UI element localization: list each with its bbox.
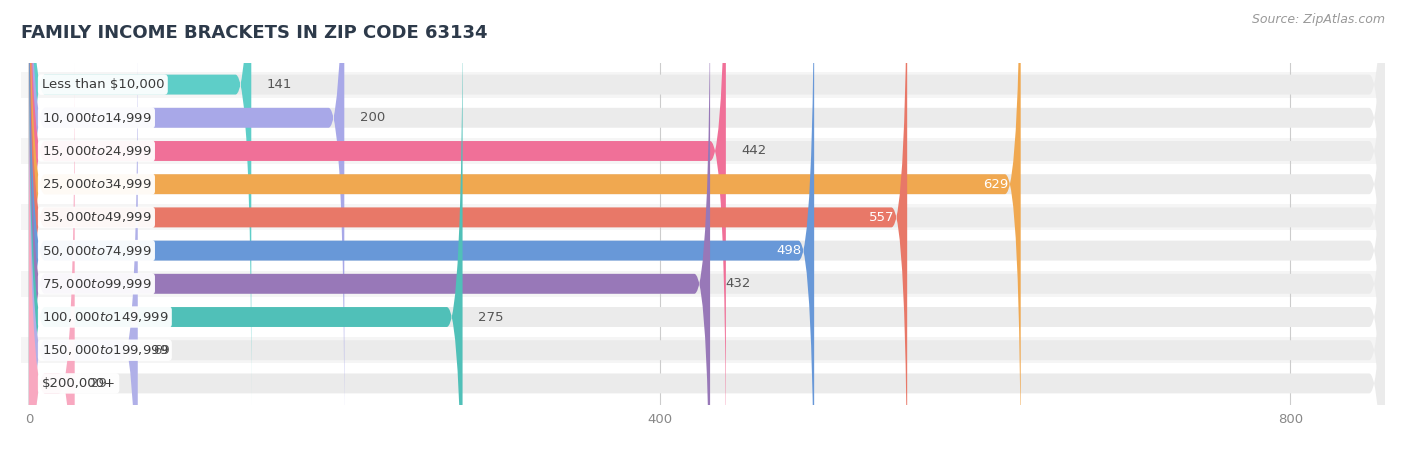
- FancyBboxPatch shape: [0, 171, 1406, 197]
- FancyBboxPatch shape: [30, 0, 463, 450]
- Text: $200,000+: $200,000+: [42, 377, 115, 390]
- Text: 557: 557: [869, 211, 894, 224]
- Text: 498: 498: [776, 244, 801, 257]
- FancyBboxPatch shape: [30, 0, 1385, 450]
- FancyBboxPatch shape: [30, 0, 1385, 407]
- FancyBboxPatch shape: [30, 0, 344, 440]
- FancyBboxPatch shape: [30, 0, 1385, 450]
- FancyBboxPatch shape: [30, 61, 1385, 450]
- Text: 69: 69: [153, 344, 170, 357]
- FancyBboxPatch shape: [30, 0, 725, 450]
- FancyBboxPatch shape: [0, 370, 1406, 396]
- FancyBboxPatch shape: [0, 238, 1406, 264]
- FancyBboxPatch shape: [0, 204, 1406, 230]
- FancyBboxPatch shape: [0, 72, 1406, 98]
- Text: 141: 141: [267, 78, 292, 91]
- Text: $15,000 to $24,999: $15,000 to $24,999: [42, 144, 152, 158]
- FancyBboxPatch shape: [0, 271, 1406, 297]
- Text: Less than $10,000: Less than $10,000: [42, 78, 165, 91]
- FancyBboxPatch shape: [0, 105, 1406, 131]
- FancyBboxPatch shape: [30, 0, 1385, 440]
- FancyBboxPatch shape: [30, 28, 1385, 450]
- Text: $150,000 to $199,999: $150,000 to $199,999: [42, 343, 169, 357]
- FancyBboxPatch shape: [0, 337, 1406, 363]
- Text: $50,000 to $74,999: $50,000 to $74,999: [42, 243, 152, 257]
- FancyBboxPatch shape: [30, 0, 1385, 450]
- Text: FAMILY INCOME BRACKETS IN ZIP CODE 63134: FAMILY INCOME BRACKETS IN ZIP CODE 63134: [21, 24, 488, 42]
- FancyBboxPatch shape: [30, 0, 814, 450]
- FancyBboxPatch shape: [30, 0, 1385, 450]
- Text: 200: 200: [360, 111, 385, 124]
- Text: $25,000 to $34,999: $25,000 to $34,999: [42, 177, 152, 191]
- FancyBboxPatch shape: [30, 61, 75, 450]
- Text: $100,000 to $149,999: $100,000 to $149,999: [42, 310, 169, 324]
- Text: $35,000 to $49,999: $35,000 to $49,999: [42, 211, 152, 225]
- Text: 629: 629: [983, 178, 1008, 191]
- FancyBboxPatch shape: [0, 304, 1406, 330]
- Text: $75,000 to $99,999: $75,000 to $99,999: [42, 277, 152, 291]
- Text: $10,000 to $14,999: $10,000 to $14,999: [42, 111, 152, 125]
- FancyBboxPatch shape: [30, 0, 1385, 450]
- FancyBboxPatch shape: [30, 0, 1385, 450]
- FancyBboxPatch shape: [0, 138, 1406, 164]
- Text: 442: 442: [741, 144, 766, 158]
- FancyBboxPatch shape: [30, 0, 1021, 450]
- Text: 432: 432: [725, 277, 751, 290]
- FancyBboxPatch shape: [30, 0, 907, 450]
- FancyBboxPatch shape: [30, 28, 138, 450]
- Text: 275: 275: [478, 310, 503, 324]
- FancyBboxPatch shape: [30, 0, 252, 407]
- FancyBboxPatch shape: [30, 0, 710, 450]
- Text: Source: ZipAtlas.com: Source: ZipAtlas.com: [1251, 14, 1385, 27]
- Text: 29: 29: [90, 377, 107, 390]
